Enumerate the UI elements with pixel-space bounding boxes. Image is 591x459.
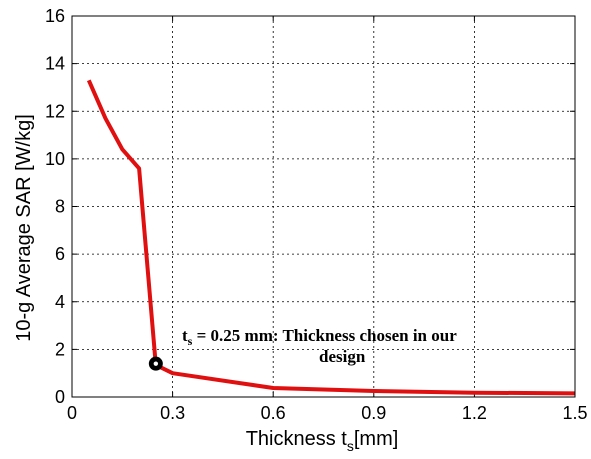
- x-axis-label-main: Thickness t: [246, 428, 348, 450]
- annotation-line-2: design: [319, 347, 366, 366]
- x-tick-label: 1.2: [462, 403, 487, 423]
- grid-lines: [72, 16, 575, 397]
- annotation-subscript: s: [188, 334, 193, 348]
- y-tick-label: 14: [45, 54, 65, 74]
- y-tick-label: 16: [45, 6, 65, 26]
- y-tick-label: 6: [55, 244, 65, 264]
- sar-curve-line: [86, 79, 576, 396]
- x-tick-label: 0.9: [361, 403, 386, 423]
- x-tick-label: 1.5: [562, 403, 587, 423]
- y-axis-label: 10-g Average SAR [W/kg]: [13, 114, 35, 342]
- x-axis-label: Thickness ts[mm]: [246, 428, 399, 454]
- plot-area-frame: [71, 15, 576, 398]
- y-tick-label: 2: [55, 339, 65, 359]
- series-layer: [86, 79, 576, 396]
- x-axis-label-unit: [mm]: [354, 428, 398, 450]
- y-tick-label: 12: [45, 101, 65, 121]
- x-axis-label-subscript: s: [347, 438, 354, 454]
- y-tick-label: 4: [55, 292, 65, 312]
- annotation-t: t: [182, 326, 188, 345]
- y-tick-label: 10: [45, 149, 65, 169]
- y-tick-label: 0: [55, 387, 65, 407]
- annotation-line-1: ts = 0.25 mm: Thickness chosen in our: [182, 326, 457, 348]
- x-tick-label: 0.6: [261, 403, 286, 423]
- y-tick-label: 8: [55, 197, 65, 217]
- chosen-thickness-marker-center: [153, 361, 159, 366]
- x-tick-label: 0: [67, 403, 77, 423]
- x-tick-label: 0.3: [160, 403, 185, 423]
- tick-labels: 0 0.3 0.6 0.9 1.2 1.5 0 2 4 6 8 10 12 14 16: [45, 6, 588, 423]
- annotation-text: = 0.25 mm: Thickness chosen in our: [192, 326, 457, 345]
